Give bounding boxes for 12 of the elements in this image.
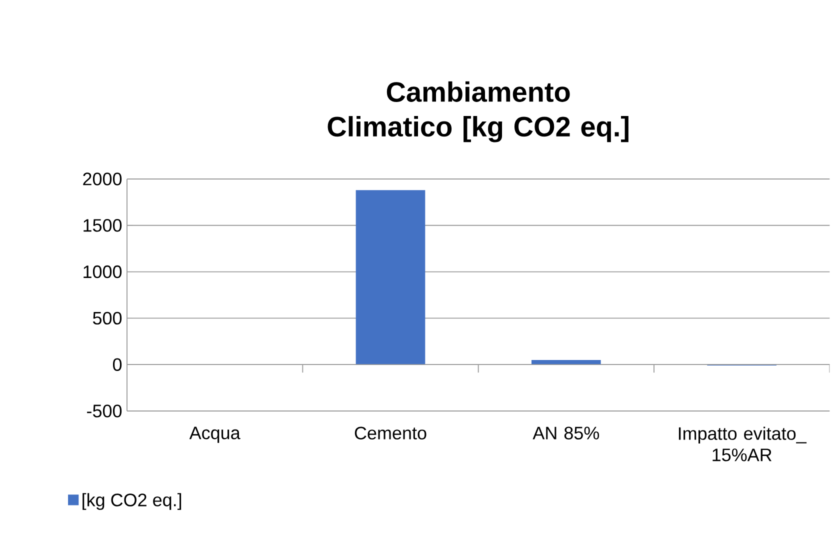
x-tick-label: Impatto evitato_ 15%AR	[678, 426, 807, 462]
y-tick-label: 1500	[84, 219, 122, 232]
y-tick-label: 2000	[83, 172, 122, 186]
x-tick-label: Acqua	[189, 426, 240, 443]
x-tick-label: AN 85%	[532, 426, 600, 440]
x-tick-label: Cemento	[354, 426, 426, 440]
chart-title: Cambiamento Climatico [kg CO2 eq.]	[328, 81, 628, 142]
y-tick-label: -500	[87, 404, 122, 418]
y-tick-label: 1000	[84, 265, 122, 278]
y-tick-label: 0	[112, 358, 122, 371]
y-tick-label: 500	[92, 312, 122, 325]
legend-label: [kg CO2 eq.]	[82, 493, 182, 510]
